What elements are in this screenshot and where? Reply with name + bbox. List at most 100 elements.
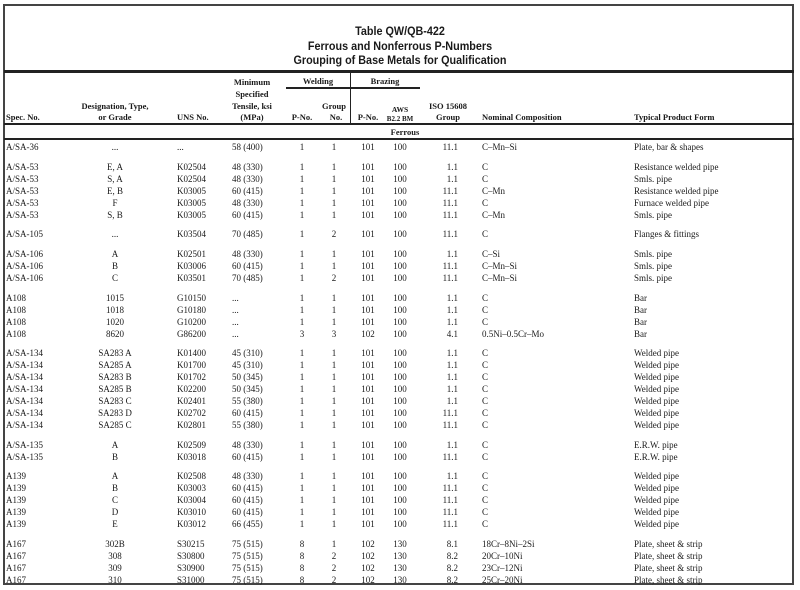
cell-welding-pno: 1: [299, 161, 305, 172]
cell-welding-pno: 1: [299, 292, 305, 303]
cell-iso-group: 11.1: [442, 229, 458, 240]
cell-welding-group: 1: [331, 161, 337, 172]
cell-brazing-pno: 101: [361, 519, 375, 530]
cell-product-form: Plate, sheet & strip: [634, 539, 703, 550]
cell-product-form: Smls. pipe: [634, 248, 673, 259]
cell-welding-group: 1: [331, 292, 337, 303]
cell-uns-no: K02504: [177, 161, 206, 172]
cell-uns-no: K03010: [177, 507, 206, 518]
cell-spec-no: A/SA-134: [6, 408, 44, 419]
cell-designation: 302B: [105, 539, 125, 550]
header-welding-pno: P-No.: [291, 112, 313, 122]
cell-product-form: Bar: [634, 328, 647, 339]
cell-aws-bm: 100: [393, 260, 407, 271]
cell-product-form: E.R.W. pipe: [634, 439, 678, 450]
cell-designation: 310: [108, 574, 122, 585]
cell-designation: ...: [111, 142, 119, 152]
cell-spec-no: A/SA-53: [6, 209, 39, 220]
cell-designation: 1015: [106, 292, 124, 303]
cell-iso-group: 1.1: [446, 161, 458, 172]
cell-iso-group: 11.1: [442, 185, 458, 196]
cell-welding-pno: 1: [299, 197, 305, 208]
cell-spec-no: A/SA-53: [6, 173, 39, 184]
cell-product-form: Bar: [634, 316, 647, 327]
cell-spec-no: A/SA-134: [6, 372, 44, 383]
cell-brazing-pno: 101: [361, 451, 375, 462]
cell-welding-group: 1: [331, 197, 337, 208]
cell-welding-group: 1: [331, 316, 337, 327]
cell-iso-group: 8.1: [446, 539, 458, 550]
cell-designation: 8620: [106, 328, 124, 339]
cell-uns-no: K02401: [177, 396, 206, 407]
cell-aws-bm: 100: [393, 495, 407, 506]
cell-aws-bm: 100: [393, 439, 407, 450]
cell-spec-no: A167: [6, 539, 26, 550]
cell-aws-bm: 100: [393, 272, 407, 283]
cell-nominal-composition: 18Cr–8Ni–2Si: [482, 539, 535, 550]
cell-uns-no: K03006: [177, 260, 206, 271]
table-frame: [3, 4, 794, 585]
cell-aws-bm: 100: [393, 451, 407, 462]
cell-welding-pno: 1: [299, 360, 305, 371]
cell-designation: C: [111, 495, 119, 506]
header-brazing: Brazing: [370, 76, 400, 86]
header-designation-2: or Grade: [98, 112, 132, 122]
cell-brazing-pno: 101: [361, 304, 375, 315]
cell-nominal-composition: C–Mn: [482, 185, 506, 196]
cell-brazing-pno: 101: [361, 372, 375, 383]
cell-welding-group: 1: [331, 173, 337, 184]
cell-tensile: ...: [232, 316, 239, 327]
cell-brazing-pno: 101: [361, 248, 375, 259]
cell-iso-group: 1.1: [446, 292, 458, 303]
cell-tensile: 55 (380): [232, 420, 263, 431]
cell-designation: SA285 B: [98, 384, 132, 395]
cell-welding-group: 2: [331, 272, 337, 283]
cell-uns-no: K03004: [177, 495, 206, 506]
cell-welding-group: 1: [331, 260, 337, 271]
cell-designation: D: [111, 507, 119, 518]
cell-designation: 1020: [106, 316, 124, 327]
cell-nominal-composition: C: [482, 161, 489, 172]
cell-uns-no: K03012: [177, 519, 206, 530]
cell-uns-no: K03504: [177, 229, 206, 240]
cell-nominal-composition: 0.5Ni–0.5Cr–Mo: [482, 328, 545, 339]
cell-nominal-composition: C–Mn–Si: [482, 260, 518, 271]
cell-nominal-composition: C: [482, 420, 489, 431]
cell-spec-no: A/SA-53: [6, 185, 39, 196]
welding-underline: [286, 87, 350, 89]
cell-tensile: 60 (415): [232, 483, 263, 494]
cell-nominal-composition: C: [482, 316, 489, 327]
cell-iso-group: 11.1: [442, 209, 458, 220]
cell-brazing-pno: 102: [361, 574, 375, 585]
cell-nominal-composition: C: [482, 360, 489, 371]
cell-uns-no: S30900: [177, 563, 205, 573]
cell-welding-pno: 1: [299, 142, 305, 152]
cell-welding-group: 1: [331, 142, 337, 152]
cell-welding-group: 1: [331, 185, 337, 196]
cell-nominal-composition: C: [482, 197, 489, 208]
cell-uns-no: S31000: [177, 574, 205, 585]
cell-designation: SA283 C: [98, 396, 132, 407]
cell-product-form: Welded pipe: [634, 471, 680, 482]
cell-nominal-composition: 23Cr–12Ni: [482, 563, 523, 573]
cell-nominal-composition: C: [482, 396, 489, 407]
cell-tensile: 55 (380): [232, 396, 263, 407]
cell-aws-bm: 100: [393, 519, 407, 530]
cell-uns-no: G10150: [177, 292, 206, 303]
cell-uns-no: K02200: [177, 384, 206, 395]
cell-product-form: Furnace welded pipe: [634, 197, 709, 208]
cell-tensile: 60 (415): [232, 408, 263, 419]
cell-brazing-pno: 101: [361, 495, 375, 506]
cell-aws-bm: 100: [393, 292, 407, 303]
cell-aws-bm: 130: [393, 563, 407, 573]
cell-welding-group: 1: [331, 495, 337, 506]
cell-welding-group: 2: [331, 229, 337, 240]
cell-welding-group: 1: [331, 483, 337, 494]
cell-brazing-pno: 101: [361, 229, 375, 240]
cell-welding-pno: 1: [299, 229, 305, 240]
cell-brazing-pno: 101: [361, 384, 375, 395]
cell-brazing-pno: 101: [361, 142, 375, 152]
cell-iso-group: 11.1: [442, 507, 458, 518]
cell-designation: E: [112, 519, 118, 530]
cell-spec-no: A139: [6, 471, 26, 482]
